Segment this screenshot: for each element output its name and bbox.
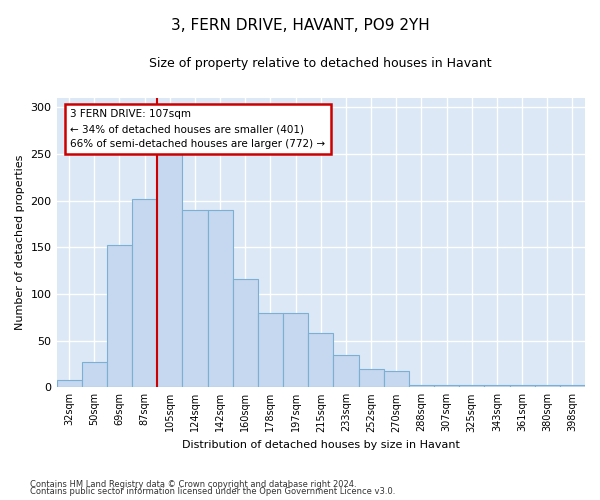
Text: 3, FERN DRIVE, HAVANT, PO9 2YH: 3, FERN DRIVE, HAVANT, PO9 2YH — [170, 18, 430, 32]
Text: Contains HM Land Registry data © Crown copyright and database right 2024.: Contains HM Land Registry data © Crown c… — [30, 480, 356, 489]
Bar — [484, 384, 509, 388]
Bar — [308, 333, 334, 388]
Bar — [82, 362, 107, 388]
Bar — [359, 368, 383, 388]
Bar — [182, 210, 208, 388]
Y-axis label: Number of detached properties: Number of detached properties — [15, 155, 25, 330]
Bar — [107, 244, 132, 388]
Bar — [434, 384, 459, 388]
Bar — [208, 210, 233, 388]
Bar — [459, 384, 484, 388]
Title: Size of property relative to detached houses in Havant: Size of property relative to detached ho… — [149, 58, 492, 70]
Bar — [409, 384, 434, 388]
Bar — [283, 312, 308, 388]
X-axis label: Distribution of detached houses by size in Havant: Distribution of detached houses by size … — [182, 440, 460, 450]
Bar — [560, 386, 585, 388]
Bar — [383, 370, 409, 388]
Bar — [509, 384, 535, 388]
Bar — [157, 154, 182, 388]
Text: 3 FERN DRIVE: 107sqm
← 34% of detached houses are smaller (401)
66% of semi-deta: 3 FERN DRIVE: 107sqm ← 34% of detached h… — [70, 110, 326, 149]
Bar — [334, 354, 359, 388]
Bar — [258, 312, 283, 388]
Text: Contains public sector information licensed under the Open Government Licence v3: Contains public sector information licen… — [30, 488, 395, 496]
Bar — [56, 380, 82, 388]
Bar — [535, 384, 560, 388]
Bar — [132, 199, 157, 388]
Bar — [233, 279, 258, 388]
